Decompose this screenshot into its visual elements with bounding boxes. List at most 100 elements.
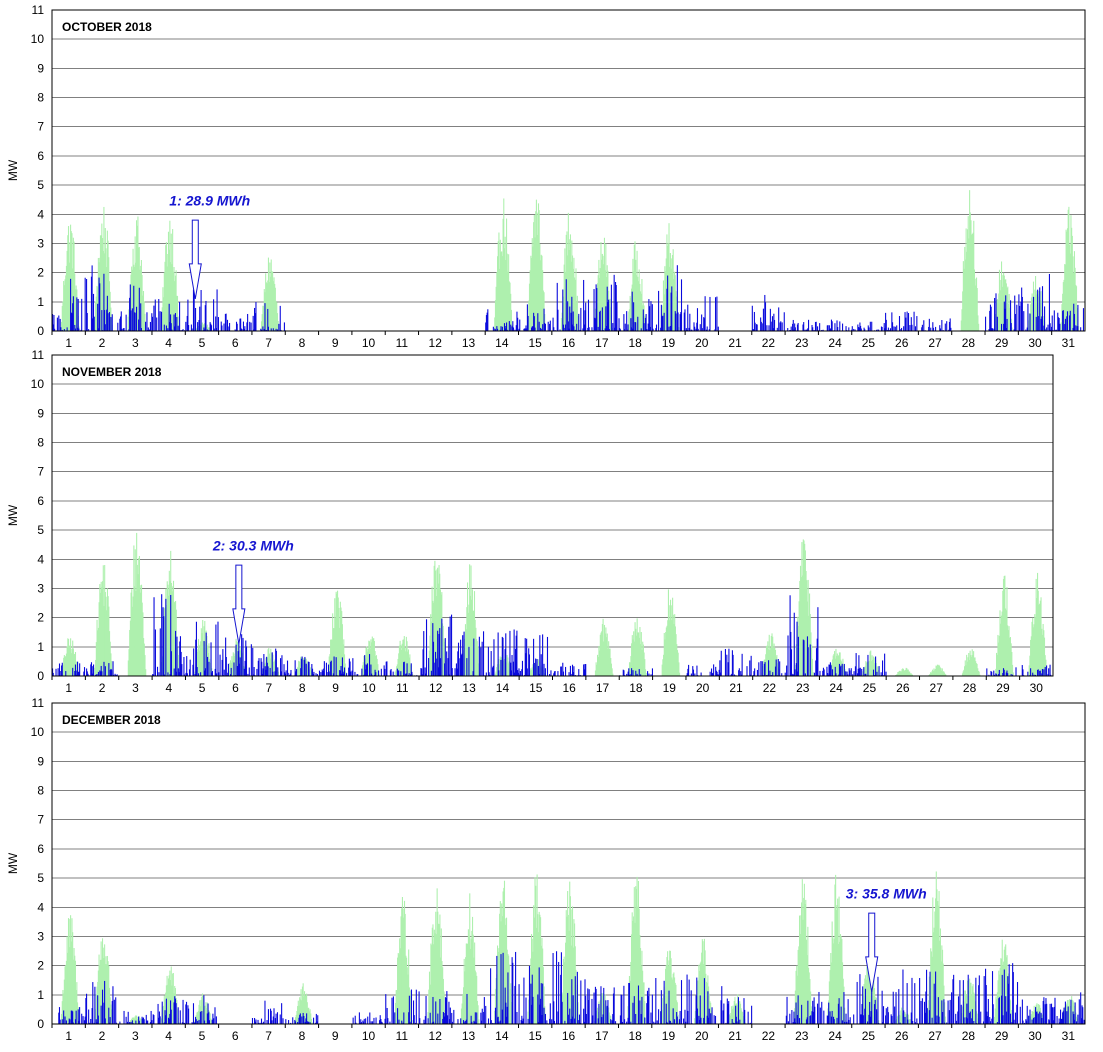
data-bar <box>103 605 105 676</box>
data-bar <box>194 674 196 676</box>
data-bar <box>470 1015 472 1024</box>
data-bar <box>652 328 654 331</box>
data-bar <box>940 668 942 676</box>
data-bar <box>100 1005 102 1024</box>
data-bar <box>74 664 77 676</box>
data-bar <box>72 1011 74 1024</box>
x-tick-label: 15 <box>528 1029 542 1043</box>
data-bar <box>135 262 137 331</box>
data-bar <box>245 646 248 676</box>
data-bar <box>108 606 110 676</box>
data-bar <box>647 671 649 676</box>
data-bar <box>966 229 969 331</box>
data-bar <box>744 1022 746 1024</box>
data-bar <box>95 1009 97 1024</box>
data-bar <box>430 670 432 676</box>
data-bar <box>970 220 972 331</box>
data-bar <box>305 663 307 676</box>
data-bar <box>658 290 660 331</box>
data-bar <box>361 668 363 676</box>
data-bar <box>605 306 607 331</box>
data-bar <box>236 642 239 676</box>
data-bar <box>970 982 972 1024</box>
data-bar <box>109 631 111 676</box>
data-bar <box>397 1008 399 1024</box>
data-bar <box>101 587 103 676</box>
data-bar <box>169 581 171 676</box>
data-bar <box>1028 665 1030 676</box>
data-bar <box>943 671 945 676</box>
data-bar <box>731 1019 733 1024</box>
data-bar <box>822 667 825 676</box>
data-bar <box>939 665 941 676</box>
data-bar <box>854 329 856 331</box>
data-bar <box>167 328 169 331</box>
data-bar <box>442 625 444 676</box>
x-tick-label: 8 <box>299 681 306 695</box>
data-bar <box>739 1019 741 1024</box>
data-bar <box>173 1002 175 1024</box>
data-bar <box>841 663 843 676</box>
data-bar <box>61 329 63 331</box>
data-bar <box>1060 1018 1062 1024</box>
data-bar <box>177 647 179 676</box>
data-bar <box>833 653 835 676</box>
data-bar <box>140 1018 142 1024</box>
x-tick-label: 20 <box>695 1029 709 1043</box>
data-bar <box>302 658 305 676</box>
data-bar <box>162 607 164 676</box>
data-bar <box>583 279 585 331</box>
data-bar <box>565 279 567 331</box>
data-bar <box>635 888 637 1024</box>
data-bar <box>526 328 528 331</box>
data-bar <box>363 655 365 676</box>
data-bar <box>446 991 448 1024</box>
data-bar <box>476 975 478 1024</box>
data-bar <box>802 639 804 676</box>
data-bar <box>902 668 904 676</box>
data-bar <box>892 991 894 1024</box>
data-bar <box>521 1021 524 1024</box>
data-bar <box>961 673 964 676</box>
y-axis-label: MW <box>6 159 20 181</box>
data-bar <box>269 1008 272 1024</box>
data-bar <box>378 670 380 676</box>
data-bar <box>672 249 674 331</box>
data-bar <box>877 329 879 331</box>
data-bar <box>262 326 264 331</box>
data-bar <box>257 1019 259 1024</box>
data-bar <box>995 996 997 1024</box>
data-bar <box>284 673 286 676</box>
y-axis-label: MW <box>6 504 20 526</box>
data-bar <box>1023 1022 1025 1024</box>
data-bar <box>1039 600 1041 676</box>
data-bar <box>97 627 99 676</box>
data-bar <box>675 634 677 676</box>
data-bar <box>1069 244 1071 331</box>
data-bar <box>661 1009 663 1024</box>
data-bar <box>1027 303 1029 331</box>
data-bar <box>503 248 506 331</box>
data-bar <box>599 268 601 331</box>
x-tick-label: 27 <box>930 681 944 695</box>
x-tick-label: 29 <box>995 336 1009 350</box>
data-bar <box>627 671 629 676</box>
data-bar <box>860 1014 862 1024</box>
data-bar <box>370 639 372 676</box>
data-bar <box>274 1018 276 1024</box>
data-bar <box>438 634 440 676</box>
data-bar <box>773 643 775 676</box>
data-bar <box>771 321 773 331</box>
data-bar <box>881 326 883 331</box>
data-bar <box>540 327 542 331</box>
data-bar <box>410 674 412 676</box>
data-bar <box>473 591 476 676</box>
data-bar <box>67 918 70 1024</box>
data-bar <box>157 1003 159 1024</box>
data-bar <box>690 990 692 1024</box>
data-bar <box>133 266 136 331</box>
data-bar <box>247 673 249 676</box>
data-bar <box>803 322 805 331</box>
data-bar <box>111 317 113 331</box>
data-bar <box>594 317 596 331</box>
